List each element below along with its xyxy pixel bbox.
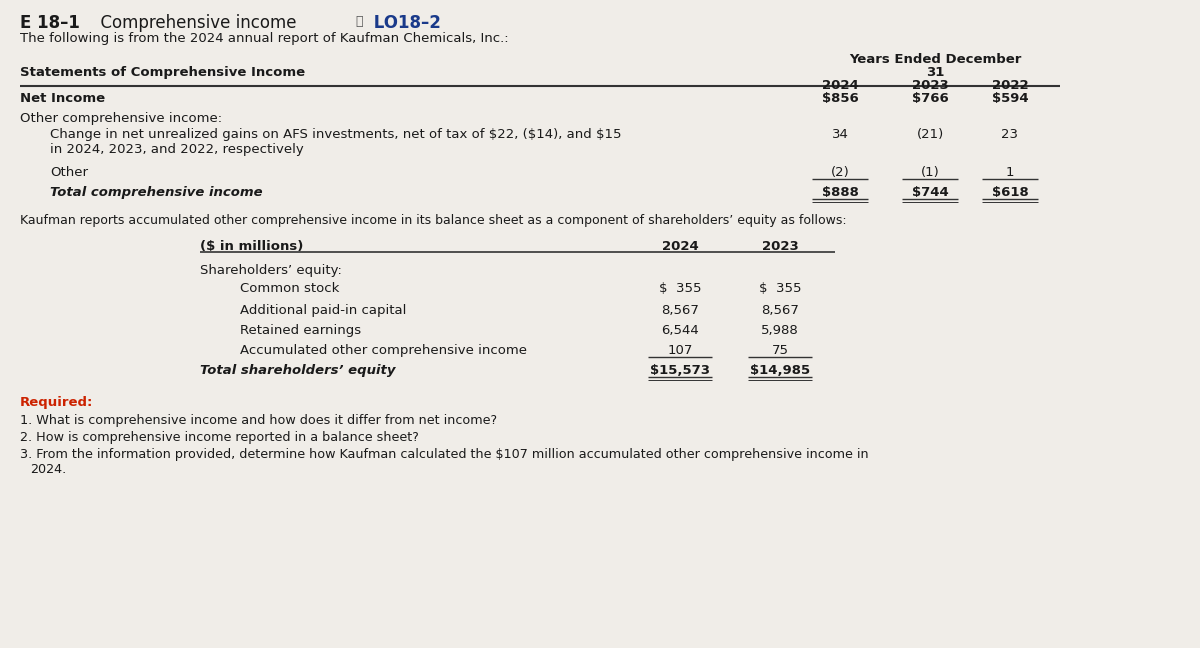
- Text: $744: $744: [912, 186, 948, 199]
- Text: LO18–2: LO18–2: [368, 14, 440, 32]
- Text: ($ in millions): ($ in millions): [200, 240, 304, 253]
- Text: 8,567: 8,567: [761, 304, 799, 317]
- Text: 1: 1: [1006, 166, 1014, 179]
- Text: $618: $618: [991, 186, 1028, 199]
- Text: Retained earnings: Retained earnings: [240, 324, 361, 337]
- Text: 2. How is comprehensive income reported in a balance sheet?: 2. How is comprehensive income reported …: [20, 431, 419, 444]
- Text: Statements of Comprehensive Income: Statements of Comprehensive Income: [20, 66, 305, 79]
- Text: Common stock: Common stock: [240, 282, 340, 295]
- Text: 23: 23: [1002, 128, 1019, 141]
- Text: Accumulated other comprehensive income: Accumulated other comprehensive income: [240, 344, 527, 357]
- Text: 8,567: 8,567: [661, 304, 698, 317]
- Text: (2): (2): [830, 166, 850, 179]
- Text: 2023: 2023: [762, 240, 798, 253]
- Text: $14,985: $14,985: [750, 364, 810, 377]
- Text: 6,544: 6,544: [661, 324, 698, 337]
- Text: The following is from the 2024 annual report of Kaufman Chemicals, Inc.:: The following is from the 2024 annual re…: [20, 32, 509, 45]
- Text: 5,988: 5,988: [761, 324, 799, 337]
- Text: 2024.: 2024.: [30, 463, 66, 476]
- Text: $888: $888: [822, 186, 858, 199]
- Text: $  355: $ 355: [758, 282, 802, 295]
- Text: 2023: 2023: [912, 79, 948, 92]
- Text: $594: $594: [991, 92, 1028, 105]
- Text: 75: 75: [772, 344, 788, 357]
- Text: (1): (1): [920, 166, 940, 179]
- Text: Shareholders’ equity:: Shareholders’ equity:: [200, 264, 342, 277]
- Text: 34: 34: [832, 128, 848, 141]
- Text: Comprehensive income: Comprehensive income: [90, 14, 296, 32]
- Text: 107: 107: [667, 344, 692, 357]
- Text: $856: $856: [822, 92, 858, 105]
- Text: 2022: 2022: [991, 79, 1028, 92]
- Text: (21): (21): [917, 128, 943, 141]
- Text: ⧉: ⧉: [355, 15, 362, 28]
- Text: Kaufman reports accumulated other comprehensive income in its balance sheet as a: Kaufman reports accumulated other compre…: [20, 214, 847, 227]
- Text: 31: 31: [926, 66, 944, 79]
- Text: Change in net unrealized gains on AFS investments, net of tax of $22, ($14), and: Change in net unrealized gains on AFS in…: [50, 128, 622, 156]
- Text: Years Ended December: Years Ended December: [848, 53, 1021, 66]
- Text: Other: Other: [50, 166, 88, 179]
- Text: 3. From the information provided, determine how Kaufman calculated the $107 mill: 3. From the information provided, determ…: [20, 448, 869, 461]
- Text: E 18–1: E 18–1: [20, 14, 80, 32]
- Text: Net Income: Net Income: [20, 92, 106, 105]
- Text: 2024: 2024: [661, 240, 698, 253]
- Text: $766: $766: [912, 92, 948, 105]
- Text: 1. What is comprehensive income and how does it differ from net income?: 1. What is comprehensive income and how …: [20, 414, 497, 427]
- Text: Total comprehensive income: Total comprehensive income: [50, 186, 263, 199]
- Text: Other comprehensive income:: Other comprehensive income:: [20, 112, 222, 125]
- Text: 2024: 2024: [822, 79, 858, 92]
- Text: $15,573: $15,573: [650, 364, 710, 377]
- Text: $  355: $ 355: [659, 282, 701, 295]
- Text: Additional paid-in capital: Additional paid-in capital: [240, 304, 407, 317]
- Text: Total shareholders’ equity: Total shareholders’ equity: [200, 364, 396, 377]
- Text: Required:: Required:: [20, 396, 94, 409]
